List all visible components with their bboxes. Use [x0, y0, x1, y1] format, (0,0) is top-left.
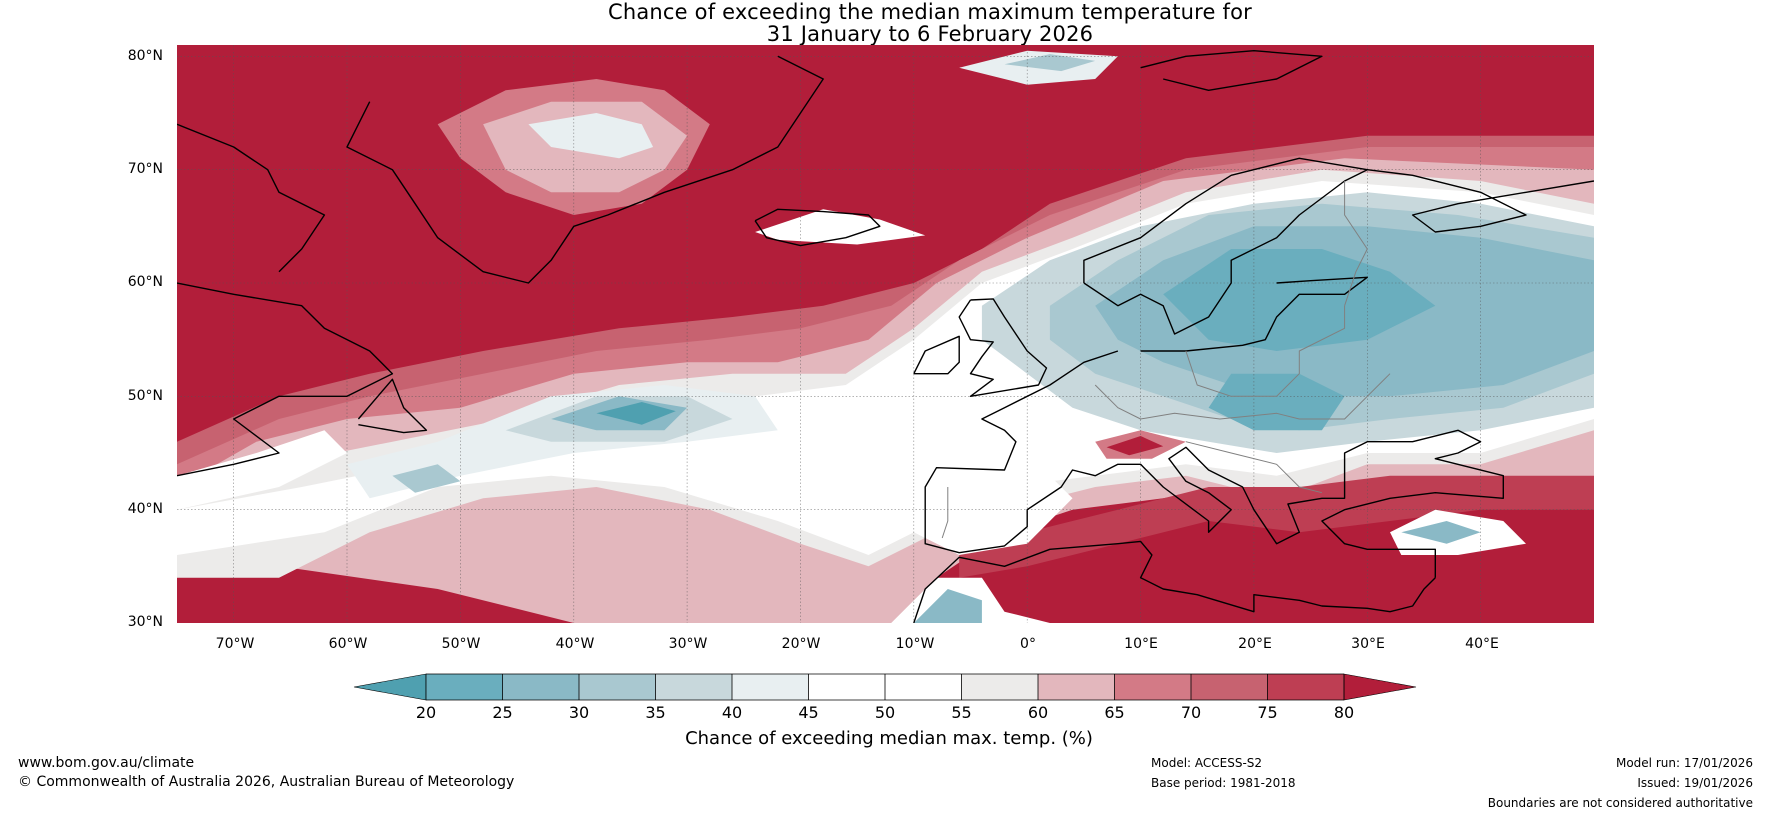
lon-label-40w: 40°W: [555, 636, 595, 652]
colorbar-segment-60-65: [1038, 674, 1115, 700]
footer-base-period: Base period: 1981-2018: [1151, 776, 1296, 790]
border-central-europe-2: [1185, 305, 1346, 397]
coast-iceland: [754, 208, 881, 247]
border-nordic: [1344, 181, 1368, 306]
region-central-europe-25: [1208, 373, 1345, 431]
lon-label-10e: 10°E: [1124, 636, 1158, 652]
lon-label-70w: 70°W: [215, 636, 255, 652]
probability-fill-layer: [177, 45, 1594, 623]
colorbar-graphic: [353, 673, 1417, 701]
lon-label-40e: 40°E: [1465, 636, 1499, 652]
lat-label-40n: 40°N: [127, 501, 163, 517]
colorbar-tick-80: 80: [1333, 703, 1355, 722]
colorbar-tick-35: 35: [645, 703, 666, 722]
lat-label-30n: 30°N: [127, 614, 163, 630]
coast-greenland: [346, 55, 824, 284]
footer-issued: Issued: 19/01/2026: [1637, 776, 1753, 790]
coast-western-europe: [924, 350, 1505, 578]
coast-norway-sweden: [1083, 157, 1369, 335]
coast-ireland: [913, 335, 960, 375]
colorbar: [350, 670, 1420, 710]
map-canvas: [177, 45, 1594, 623]
border-central-europe-1: [1094, 373, 1391, 420]
coast-russia-arctic: [1367, 169, 1594, 233]
lon-label-30w: 30°W: [668, 636, 708, 652]
colorbar-segment-35-40: [655, 674, 732, 700]
footer-url: www.bom.gov.au/climate: [18, 755, 195, 771]
region-iceland-white: [755, 209, 926, 245]
colorbar-tick-60: 60: [1027, 703, 1049, 722]
colorbar-tick-45: 45: [798, 703, 819, 722]
lon-label-30e: 30°E: [1351, 636, 1385, 652]
region-labrador-white: [177, 430, 347, 510]
map-title-line-2: 31 January to 6 February 2026: [766, 22, 1094, 46]
footer-copyright: © Commonwealth of Australia 2026, Austra…: [18, 774, 515, 790]
region-med-75: [959, 475, 1594, 578]
coast-britain: [958, 298, 1048, 397]
colorbar-segment-25-30: [502, 674, 579, 700]
colorbar-segment-75-80: [1267, 674, 1344, 700]
lon-label-60w: 60°W: [328, 636, 368, 652]
colorbar-tick-55: 55: [951, 703, 972, 722]
coast-north-africa: [913, 540, 1436, 623]
colorbar-segment-55-60: [961, 674, 1038, 700]
colorbar-segment-45-50: [808, 674, 885, 700]
region-greenland-white: [528, 113, 654, 159]
lon-label-50w: 50°W: [441, 636, 481, 652]
coast-labrador: [177, 282, 394, 477]
footer-disclaimer: Boundaries are not considered authoritat…: [1487, 796, 1753, 810]
colorbar-tick-20: 20: [415, 703, 437, 722]
region-atlantic-20: [596, 402, 676, 425]
lat-label-70n: 70°N: [127, 161, 163, 177]
region-newfoundland-30: [392, 464, 461, 493]
colorbar-tick-30: 30: [568, 703, 590, 722]
colorbar-segment-70-75: [1191, 674, 1268, 700]
coast-finland-baltic: [1140, 276, 1369, 352]
region-nafrica-blue: [913, 589, 982, 623]
lon-label-10w: 10°W: [895, 636, 935, 652]
colorbar-tick-70: 70: [1180, 703, 1202, 722]
border-balkans: [1185, 441, 1323, 494]
lon-label-20w: 20°W: [781, 636, 821, 652]
lat-label-80n: 80°N: [127, 48, 163, 64]
colorbar-tick-75: 75: [1257, 703, 1278, 722]
colorbar-segment-50-55: [885, 674, 962, 700]
colorbar-tick-65: 65: [1104, 703, 1125, 722]
colorbar-segment-40-45: [732, 674, 809, 700]
colorbar-label: Chance of exceeding median max. temp. (%…: [685, 728, 1093, 749]
lon-label-0: 0°: [1020, 636, 1036, 652]
colorbar-dividers: [425, 673, 1345, 701]
colorbar-segment-30-35: [579, 674, 656, 700]
colorbar-segment-65-70: [1114, 674, 1191, 700]
colorbar-high-extend: [1343, 673, 1417, 701]
colorbar-segment-20-25: [426, 674, 503, 700]
colorbar-tick-25: 25: [492, 703, 513, 722]
region-italy-80: [1106, 436, 1164, 456]
footer-model: Model: ACCESS-S2: [1151, 756, 1263, 770]
lon-label-20e: 20°E: [1238, 636, 1272, 652]
colorbar-tick-40: 40: [721, 703, 743, 722]
lat-label-60n: 60°N: [127, 274, 163, 290]
colorbar-low-extend: [353, 673, 427, 701]
border-iberia: [941, 487, 949, 539]
probability-map: [177, 45, 1594, 623]
lat-label-50n: 50°N: [127, 388, 163, 404]
coast-arctic-islands: [1140, 49, 1323, 91]
region-anatolia-blue: [1401, 521, 1481, 544]
coast-newfoundland: [357, 378, 428, 434]
map-title-line-1: Chance of exceeding the median maximum t…: [607, 0, 1253, 24]
coastline-layer: [177, 49, 1594, 623]
footer-model-run: Model run: 17/01/2026: [1615, 756, 1753, 770]
colorbar-tick-50: 50: [874, 703, 896, 722]
coast-canada-arctic: [177, 123, 326, 273]
graticule-layer: [177, 45, 1594, 623]
